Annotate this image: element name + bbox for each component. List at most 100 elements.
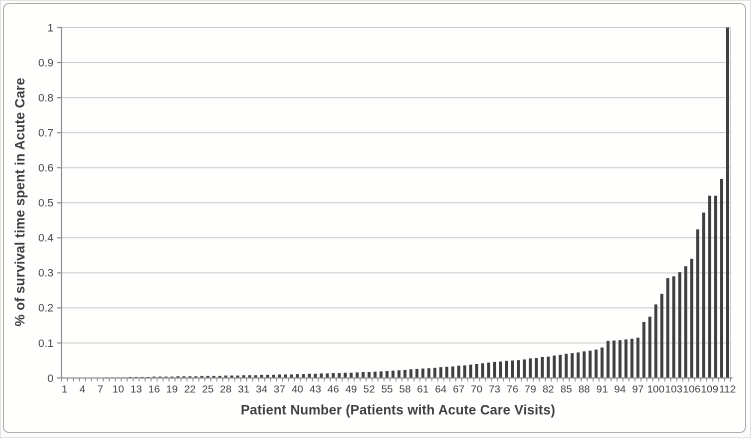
x-tick-label: 67 xyxy=(453,384,465,396)
x-tick-label: 94 xyxy=(614,384,626,396)
x-tick-label: 88 xyxy=(578,384,590,396)
x-tick-label: 91 xyxy=(596,384,608,396)
bar xyxy=(588,350,592,378)
bar xyxy=(558,354,562,378)
x-tick-label: 100 xyxy=(647,384,665,396)
bar xyxy=(206,375,210,378)
bar xyxy=(182,376,186,378)
bar xyxy=(678,272,682,378)
x-tick-label: 49 xyxy=(345,384,357,396)
bar xyxy=(624,339,628,378)
bar xyxy=(642,321,646,378)
bar xyxy=(301,374,305,378)
bar xyxy=(690,258,694,378)
bar xyxy=(546,356,550,378)
bar xyxy=(295,374,299,378)
bar xyxy=(708,195,712,378)
bar xyxy=(248,375,252,378)
x-tick-label: 4 xyxy=(79,384,85,396)
bar xyxy=(696,229,700,378)
bar xyxy=(284,374,287,378)
x-axis-title: Patient Number (Patients with Acute Care… xyxy=(240,402,556,418)
bar xyxy=(158,376,162,378)
y-tick-label: 0.9 xyxy=(38,57,53,69)
bar xyxy=(403,369,407,378)
bar xyxy=(433,367,437,378)
bar xyxy=(152,376,156,378)
y-tick-label: 1 xyxy=(47,22,53,34)
bar xyxy=(337,373,341,378)
bar xyxy=(672,276,676,378)
bar xyxy=(170,376,174,378)
bar xyxy=(218,375,222,378)
x-tick-label: 16 xyxy=(148,384,160,396)
y-tick-label: 0 xyxy=(47,373,53,385)
bar xyxy=(343,372,347,378)
x-tick-label: 40 xyxy=(292,384,304,396)
bar xyxy=(319,373,323,378)
x-tick-label: 76 xyxy=(507,384,519,396)
bar xyxy=(355,372,359,378)
bar xyxy=(594,349,598,378)
x-tick-label: 37 xyxy=(274,384,286,396)
bar xyxy=(522,359,526,378)
bar xyxy=(505,360,508,378)
bar xyxy=(457,365,461,378)
bar xyxy=(600,347,604,378)
x-tick-label: 106 xyxy=(683,384,701,396)
x-tick-label: 10 xyxy=(112,384,124,396)
bar xyxy=(481,363,485,378)
x-tick-label: 58 xyxy=(399,384,411,396)
bar xyxy=(630,338,634,378)
bar xyxy=(540,356,544,378)
x-tick-label: 85 xyxy=(560,384,572,396)
bar xyxy=(720,178,724,378)
bar xyxy=(278,374,282,378)
bar xyxy=(606,340,610,378)
x-tick-label: 28 xyxy=(220,384,232,396)
bar xyxy=(164,376,168,378)
bar xyxy=(726,27,730,378)
bar xyxy=(289,374,293,378)
bar xyxy=(618,340,622,378)
bar xyxy=(254,375,258,378)
x-tick-label: 1 xyxy=(62,384,68,396)
bar xyxy=(582,351,586,378)
bar xyxy=(534,358,538,378)
chart-figure xyxy=(3,3,746,433)
bar xyxy=(475,363,479,378)
y-tick-label: 0.5 xyxy=(38,198,53,210)
y-tick-label: 0.4 xyxy=(38,233,53,245)
bar xyxy=(325,373,329,378)
bar xyxy=(427,368,431,378)
bar xyxy=(564,353,568,378)
bar xyxy=(576,352,580,378)
bar xyxy=(188,376,192,378)
bar xyxy=(421,368,425,378)
bar xyxy=(307,373,311,378)
bar xyxy=(684,266,688,378)
bar xyxy=(445,366,449,378)
bar xyxy=(552,355,556,378)
bar xyxy=(469,364,473,378)
bar xyxy=(415,368,419,378)
x-tick-label: 73 xyxy=(489,384,501,396)
bar xyxy=(570,353,574,378)
y-tick-label: 0.7 xyxy=(38,127,53,139)
bar xyxy=(194,376,198,378)
bar xyxy=(702,212,706,378)
x-tick-label: 25 xyxy=(202,384,214,396)
bar xyxy=(648,316,652,378)
x-tick-label: 46 xyxy=(327,384,339,396)
x-tick-label: 43 xyxy=(310,384,322,396)
bar xyxy=(439,367,443,378)
bar xyxy=(349,372,353,378)
bar xyxy=(397,370,401,378)
x-tick-label: 82 xyxy=(542,384,554,396)
x-tick-label: 55 xyxy=(381,384,393,396)
bar xyxy=(666,278,670,378)
bar xyxy=(409,369,413,378)
x-tick-label: 34 xyxy=(256,384,268,396)
x-tick-label: 22 xyxy=(184,384,196,396)
